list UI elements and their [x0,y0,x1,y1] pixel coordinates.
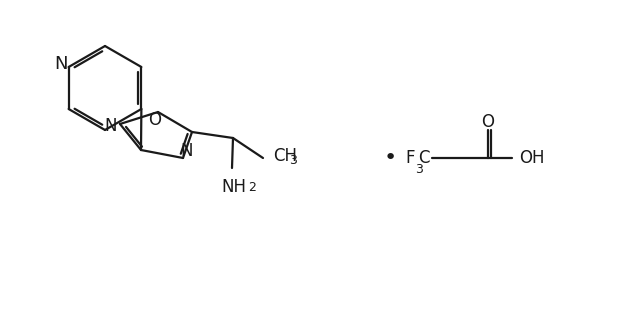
Text: 2: 2 [248,181,256,194]
Text: 3: 3 [289,153,297,167]
Text: O: O [148,111,161,129]
Text: NH: NH [221,178,246,196]
Text: OH: OH [519,149,545,167]
Text: •: • [383,148,397,168]
Text: 3: 3 [415,163,423,176]
Text: N: N [105,117,117,135]
Text: F: F [406,149,415,167]
Text: CH: CH [273,147,297,165]
Text: O: O [481,113,495,131]
Text: C: C [418,149,429,167]
Text: N: N [54,55,67,73]
Text: N: N [180,142,193,160]
